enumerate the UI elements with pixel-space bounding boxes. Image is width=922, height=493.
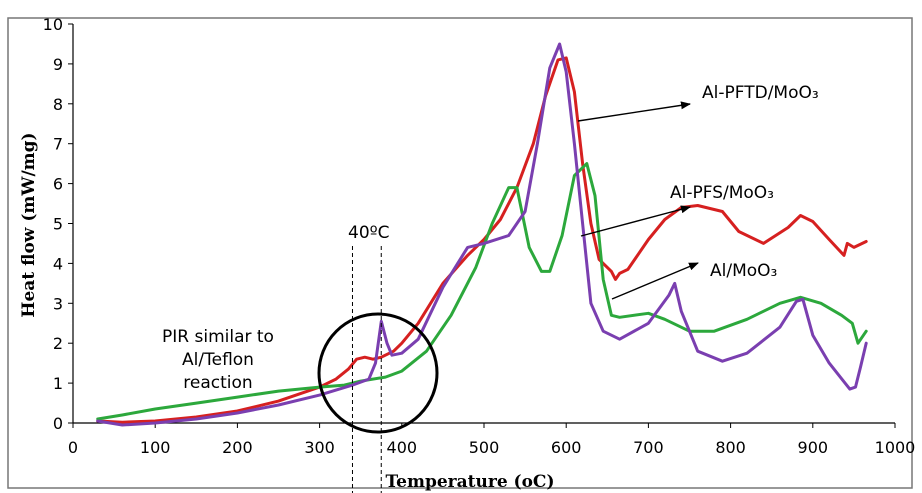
pir-note-line-1: PIR similar to: [162, 327, 274, 347]
y-axis-title: Heat flow (mW/mg): [19, 132, 39, 317]
x-tick-label: 200: [222, 438, 253, 457]
x-tick-label: 300: [304, 438, 335, 457]
x-tick-label: 100: [140, 438, 171, 457]
x-tick-label: 800: [715, 438, 746, 457]
label-al-pfs-moo3: Al-PFS/MoO₃: [670, 183, 774, 203]
label-al-moo3: Al/MoO₃: [710, 261, 777, 281]
label-al-pftd-moo3: Al-PFTD/MoO₃: [702, 83, 819, 103]
y-tick-label: 6: [53, 175, 63, 194]
y-tick-label: 5: [53, 215, 63, 234]
y-tick-label: 10: [43, 15, 63, 34]
x-tick-label: 700: [633, 438, 664, 457]
x-tick-label: 400: [387, 438, 418, 457]
y-tick-label: 2: [53, 334, 63, 353]
y-tick-label: 1: [53, 374, 63, 393]
x-tick-label: 600: [551, 438, 582, 457]
y-tick-label: 3: [53, 294, 63, 313]
delta-temperature-label: 40ºC: [348, 223, 390, 243]
y-tick-label: 7: [53, 135, 63, 154]
y-tick-label: 4: [53, 254, 63, 273]
pir-note-line-2: Al/Teflon: [182, 350, 254, 370]
x-tick-label: 900: [798, 438, 829, 457]
x-axis-title: Temperature (oC): [385, 472, 554, 492]
x-tick-label: 1000: [875, 438, 916, 457]
pir-note-line-3: reaction: [183, 373, 252, 393]
x-tick-label: 0: [68, 438, 78, 457]
y-tick-label: 0: [53, 414, 63, 433]
y-tick-label: 8: [53, 95, 63, 114]
y-tick-label: 9: [53, 55, 63, 74]
x-tick-label: 500: [469, 438, 500, 457]
